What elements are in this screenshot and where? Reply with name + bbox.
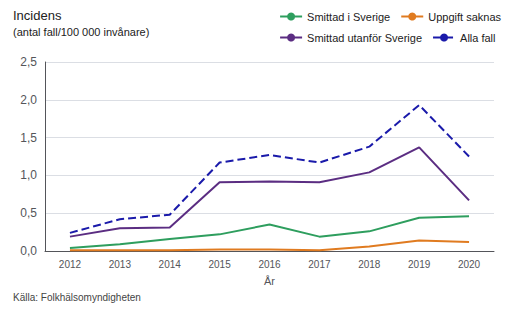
svg-text:År: År bbox=[264, 275, 275, 287]
svg-text:2014: 2014 bbox=[159, 259, 182, 270]
svg-text:Uppgift saknas: Uppgift saknas bbox=[428, 11, 501, 23]
svg-text:2015: 2015 bbox=[208, 259, 231, 270]
svg-text:0,5: 0,5 bbox=[20, 206, 37, 220]
svg-text:Incidens: Incidens bbox=[13, 8, 62, 23]
svg-text:(antal fall/100 000 invånare): (antal fall/100 000 invånare) bbox=[13, 26, 149, 38]
svg-text:1,5: 1,5 bbox=[20, 131, 37, 145]
svg-text:Smittad utanför Sverige: Smittad utanför Sverige bbox=[307, 32, 422, 44]
svg-text:2019: 2019 bbox=[408, 259, 431, 270]
svg-text:Smittad i Sverige: Smittad i Sverige bbox=[307, 11, 390, 23]
svg-text:0,0: 0,0 bbox=[20, 244, 37, 258]
svg-text:2,0: 2,0 bbox=[20, 93, 37, 107]
svg-text:Källa: Folkhälsomyndigheten: Källa: Folkhälsomyndigheten bbox=[13, 292, 141, 303]
svg-text:2020: 2020 bbox=[458, 259, 481, 270]
svg-text:2017: 2017 bbox=[308, 259, 331, 270]
svg-text:2013: 2013 bbox=[109, 259, 132, 270]
svg-text:1,0: 1,0 bbox=[20, 168, 37, 182]
svg-text:2018: 2018 bbox=[358, 259, 381, 270]
svg-text:2016: 2016 bbox=[258, 259, 281, 270]
svg-text:Alla fall: Alla fall bbox=[460, 32, 495, 44]
svg-text:2,5: 2,5 bbox=[20, 55, 37, 69]
svg-text:2012: 2012 bbox=[59, 259, 82, 270]
